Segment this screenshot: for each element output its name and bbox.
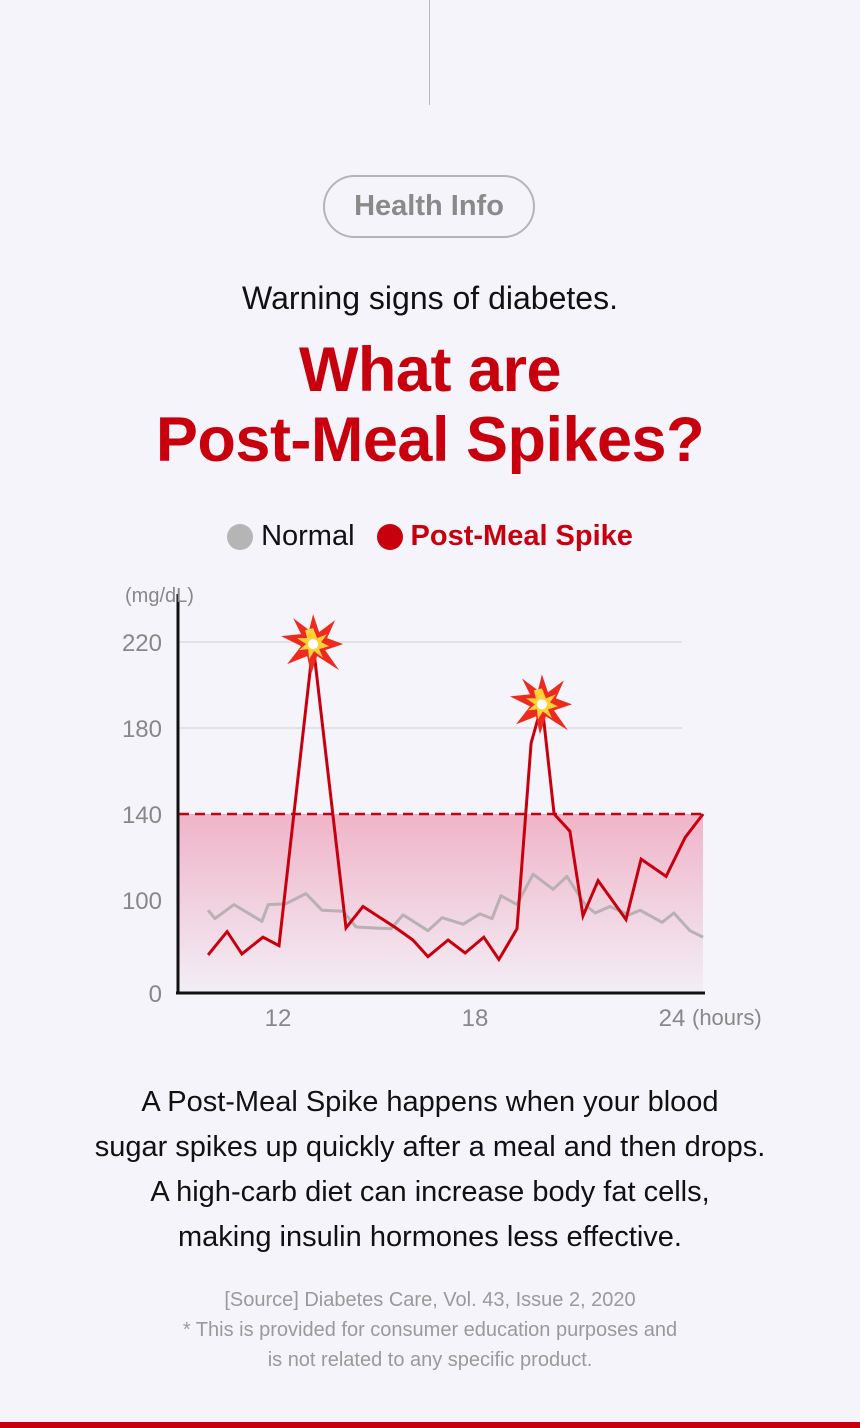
y-tick-label: 180 <box>122 716 162 743</box>
legend-spike-label: Post-Meal Spike <box>410 520 633 552</box>
legend-spike: Post-Meal Spike <box>376 520 633 553</box>
y-tick-label: 100 <box>122 888 162 915</box>
danger-zone <box>179 814 703 993</box>
x-tick-label: 12 <box>265 1005 292 1032</box>
description-line: A high-carb diet can increase body fat c… <box>150 1176 710 1208</box>
description-line: A Post-Meal Spike happens when your bloo… <box>141 1086 719 1118</box>
description: A Post-Meal Spike happens when your bloo… <box>0 1080 860 1260</box>
title-line-1: What are <box>298 335 562 405</box>
explosion-icon <box>509 674 572 735</box>
source-note: [Source] Diabetes Care, Vol. 43, Issue 2… <box>0 1285 860 1375</box>
disclaimer-line: * This is provided for consumer educatio… <box>182 1319 678 1341</box>
y-axis-label: (mg/dL) <box>125 585 194 607</box>
source-line: [Source] Diabetes Care, Vol. 43, Issue 2… <box>224 1289 636 1311</box>
description-line: making insulin hormones less effective. <box>178 1221 682 1253</box>
health-info-badge: Health Info <box>323 175 535 238</box>
bottom-accent-bar <box>0 1422 860 1428</box>
page-title: What are Post-Meal Spikes? <box>0 335 860 475</box>
glucose-chart: (mg/dL) (hours) 0 100 140 180 220 12 18 24 <box>122 585 762 1032</box>
legend-spike-dot <box>376 523 403 550</box>
legend-normal-label: Normal <box>261 520 355 552</box>
x-tick-label: 24 <box>659 1005 686 1032</box>
chart-legend: Normal Post-Meal Spike <box>0 520 860 553</box>
disclaimer-line: is not related to any specific product. <box>267 1349 593 1371</box>
legend-normal: Normal <box>227 520 355 553</box>
explosion-icon <box>281 614 344 675</box>
x-tick-label: 18 <box>462 1005 489 1032</box>
legend-normal-dot <box>227 523 254 550</box>
y-tick-label: 220 <box>122 630 162 657</box>
x-axis-label: (hours) <box>692 1005 762 1030</box>
y-tick-label: 0 <box>149 981 162 1008</box>
title-line-2: Post-Meal Spikes? <box>155 405 705 475</box>
y-tick-label: 140 <box>122 802 162 829</box>
subtitle: Warning signs of diabetes. <box>242 280 618 316</box>
description-line: sugar spikes up quickly after a meal and… <box>94 1131 766 1163</box>
top-divider-line <box>429 0 430 105</box>
